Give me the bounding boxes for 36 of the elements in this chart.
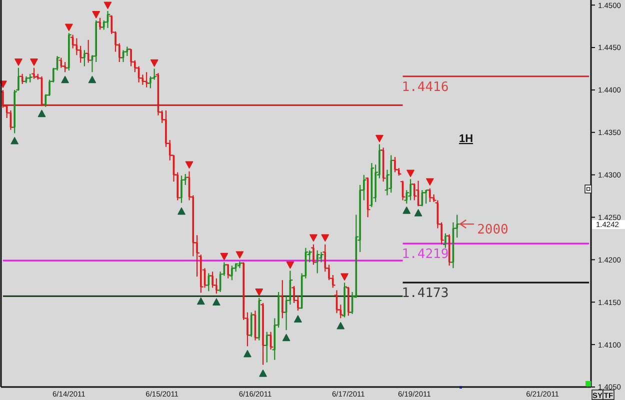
point [236, 251, 244, 259]
point [10, 136, 18, 144]
point [376, 134, 384, 142]
point [414, 209, 422, 216]
point [104, 2, 112, 9]
point [294, 315, 302, 323]
point [244, 350, 252, 358]
annotation: 1.4416 [402, 80, 449, 95]
point [212, 298, 220, 306]
point [282, 334, 290, 342]
point [402, 206, 411, 214]
point [336, 322, 345, 330]
point [255, 288, 264, 296]
point [178, 207, 186, 215]
point [197, 297, 205, 305]
annotation: 1H [458, 133, 474, 145]
point [426, 178, 434, 186]
annotation: 2000 [477, 222, 508, 238]
point [286, 261, 294, 269]
point [14, 58, 22, 66]
point [220, 252, 228, 260]
point [92, 11, 100, 18]
point [321, 234, 330, 242]
annotation: 1.4173 [402, 286, 449, 302]
point [38, 110, 46, 118]
point [150, 59, 158, 67]
point [61, 76, 69, 84]
point [406, 170, 414, 178]
point [340, 273, 348, 281]
point [259, 370, 267, 377]
point [88, 76, 96, 84]
point [310, 234, 318, 242]
point [65, 24, 73, 32]
point [30, 58, 38, 66]
point [185, 161, 194, 169]
annotation: 1.4219 [402, 247, 449, 262]
